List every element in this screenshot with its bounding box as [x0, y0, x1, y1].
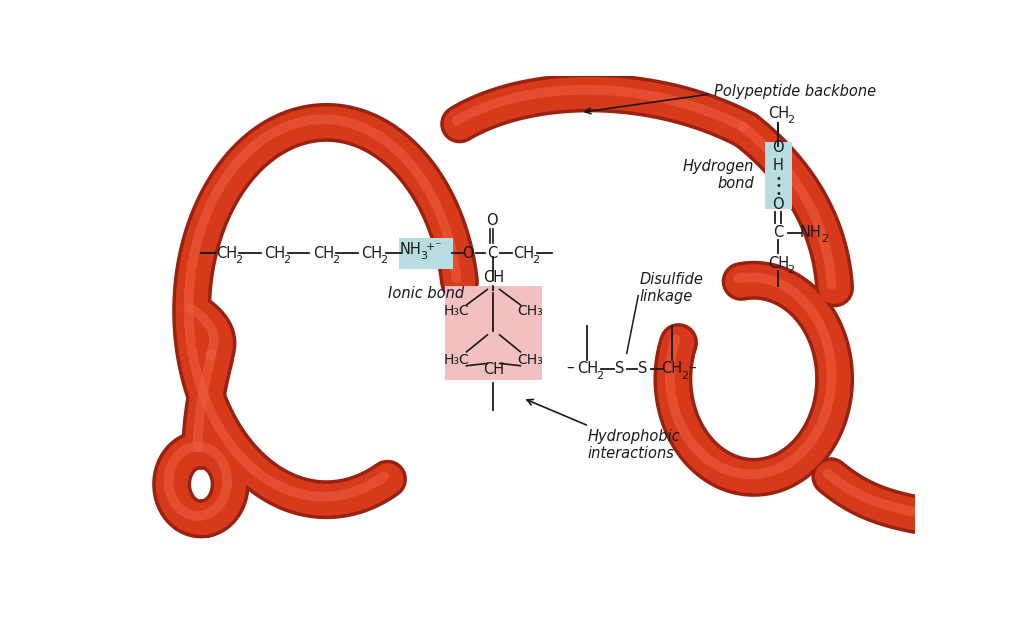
Text: CH: CH — [264, 246, 285, 261]
Text: +: + — [425, 242, 435, 252]
Text: 2: 2 — [380, 255, 387, 265]
Text: H₃C: H₃C — [443, 304, 469, 318]
Text: 2: 2 — [787, 115, 794, 125]
Text: CH: CH — [767, 105, 788, 121]
Text: CH: CH — [361, 246, 382, 261]
Text: O: O — [771, 140, 784, 156]
Text: Disulfide
linkage: Disulfide linkage — [639, 272, 703, 304]
Text: O: O — [486, 213, 497, 229]
Text: CH: CH — [661, 361, 682, 377]
Text: –: – — [567, 360, 574, 375]
Text: CH₃: CH₃ — [517, 304, 543, 318]
Text: CH: CH — [313, 246, 333, 261]
Text: –: – — [688, 360, 695, 375]
Text: 2: 2 — [820, 234, 827, 244]
Text: CH: CH — [513, 246, 534, 261]
Text: •: • — [774, 173, 781, 184]
Text: 2: 2 — [681, 371, 688, 381]
Text: S: S — [638, 361, 647, 377]
Text: H: H — [772, 158, 783, 173]
FancyBboxPatch shape — [444, 286, 541, 380]
FancyBboxPatch shape — [764, 142, 792, 209]
Text: O: O — [771, 196, 784, 211]
Text: 3: 3 — [420, 251, 427, 262]
Text: ⁻: ⁻ — [433, 241, 440, 253]
Text: 2: 2 — [787, 265, 794, 275]
Text: Hydrophobic
interactions: Hydrophobic interactions — [527, 399, 680, 461]
FancyBboxPatch shape — [398, 238, 452, 269]
Text: Polypeptide backbone: Polypeptide backbone — [713, 84, 875, 99]
Text: O: O — [462, 246, 474, 261]
Text: H₃C: H₃C — [443, 352, 469, 366]
Text: C: C — [486, 246, 496, 261]
Text: Ionic bond: Ionic bond — [388, 286, 464, 301]
Text: CH: CH — [482, 270, 503, 285]
Text: •: • — [774, 182, 781, 191]
Text: 2: 2 — [532, 255, 539, 265]
Text: •: • — [774, 189, 781, 199]
Text: Hydrogen
bond: Hydrogen bond — [682, 159, 753, 191]
Text: 2: 2 — [283, 255, 290, 265]
Text: CH: CH — [767, 256, 788, 271]
Text: CH: CH — [482, 362, 503, 377]
Text: 2: 2 — [332, 255, 339, 265]
Text: C: C — [772, 225, 783, 240]
Text: CH: CH — [577, 361, 597, 377]
Text: 2: 2 — [595, 371, 602, 381]
Text: NH: NH — [799, 225, 820, 240]
Text: CH₃: CH₃ — [517, 352, 543, 366]
Text: NH: NH — [399, 242, 421, 257]
Text: CH: CH — [216, 246, 236, 261]
Text: S: S — [614, 361, 624, 377]
Text: 2: 2 — [234, 255, 242, 265]
